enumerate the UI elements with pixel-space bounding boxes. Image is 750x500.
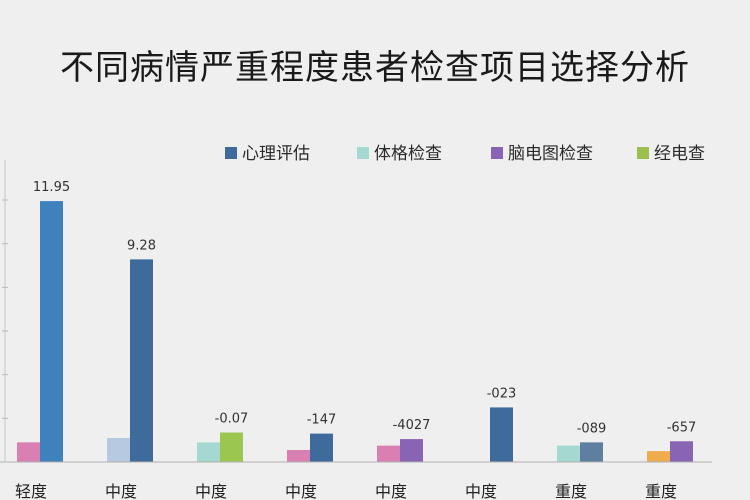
data-label: -023: [487, 386, 517, 401]
legend-label: 心理评估: [242, 144, 310, 164]
bars-group: [17, 201, 693, 462]
bar: [490, 407, 513, 462]
x-tick-label: 中度: [375, 482, 407, 500]
bar: [107, 437, 130, 462]
x-tick-label: 中度: [195, 482, 227, 500]
bar: [400, 439, 423, 462]
bar: [670, 441, 693, 462]
data-label: 9.28: [127, 238, 156, 253]
chart-title: 不同病情严重程度患者检查项目选择分析: [60, 48, 690, 88]
data-label: -147: [307, 413, 337, 428]
bar: [197, 442, 220, 462]
legend-swatch: [225, 147, 237, 159]
x-tick-label: 中度: [465, 482, 497, 500]
data-label: -657: [667, 420, 697, 435]
legend-swatch: [357, 147, 369, 159]
x-axis: 轻度 中度 中度 中度 中度 中度 重度 重度: [0, 160, 712, 500]
bar: [17, 442, 40, 462]
data-label: -4027: [393, 418, 431, 433]
bar: [220, 432, 243, 462]
legend-label: 经电查: [654, 144, 705, 164]
data-label: -0.07: [215, 412, 249, 427]
bar: [40, 201, 63, 462]
bar: [130, 259, 153, 462]
bar: [377, 445, 400, 462]
bar: [557, 445, 580, 462]
data-labels-group: 11.95 9.28 -0.07 -147 -4027 -023 -089 -657: [33, 180, 696, 436]
legend: 心理评估 体格检查 脑电图检查 经电查: [225, 144, 705, 164]
bar: [580, 442, 603, 462]
bar: [287, 449, 310, 462]
data-label: 11.95: [33, 180, 70, 195]
bar: [310, 433, 333, 462]
legend-swatch: [637, 147, 649, 159]
x-tick-label: 重度: [555, 482, 587, 500]
x-tick-label: 轻度: [15, 482, 47, 500]
legend-swatch: [491, 147, 503, 159]
x-tick-label: 中度: [105, 482, 137, 500]
legend-label: 脑电图检查: [508, 144, 593, 164]
x-tick-label: 中度: [285, 482, 317, 500]
data-label: -089: [577, 421, 607, 436]
legend-label: 体格检查: [374, 144, 442, 164]
bar: [647, 451, 670, 462]
x-tick-label: 重度: [645, 482, 677, 500]
